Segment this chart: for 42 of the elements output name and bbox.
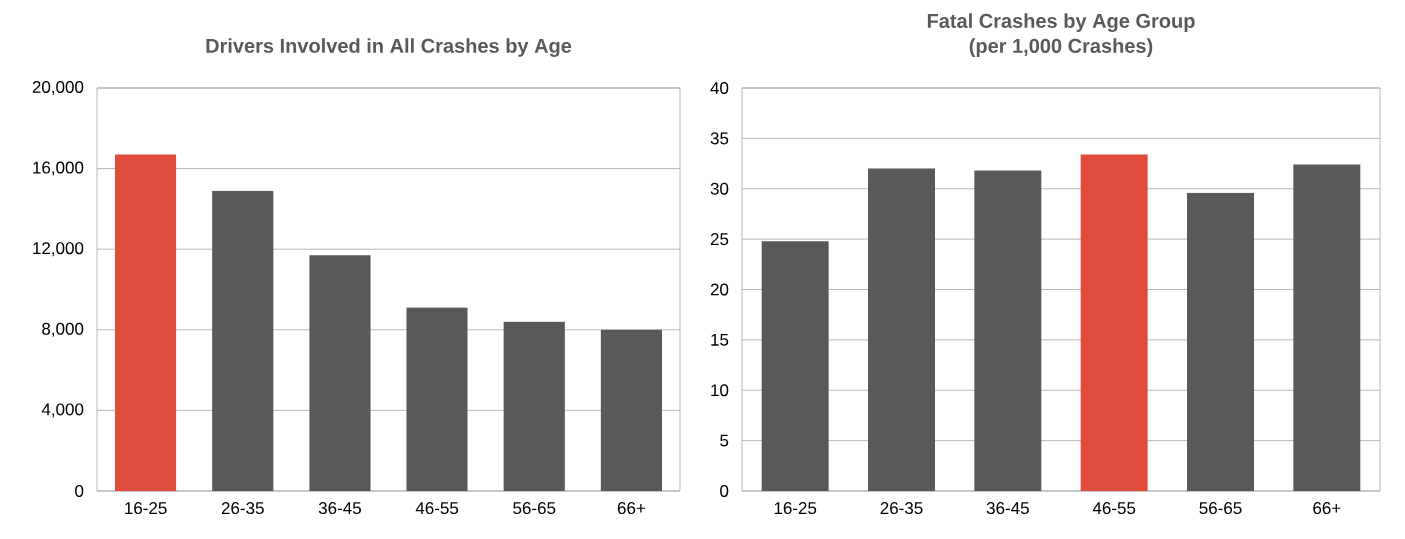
chart-subtitle: (per 1,000 Crashes) [969, 38, 1153, 57]
y-tick-label: 0 [75, 484, 84, 497]
x-tick-label: 36-45 [318, 502, 361, 515]
bar [212, 190, 274, 491]
x-tick-label: 16-25 [774, 502, 817, 515]
bar [761, 241, 829, 491]
y-tick-label: 15 [711, 333, 729, 346]
bar [1293, 164, 1361, 491]
bar [114, 154, 177, 491]
x-tick-label: 26-35 [880, 502, 923, 515]
x-tick-label: 36-45 [986, 502, 1029, 515]
bar [868, 168, 935, 491]
y-tick-label: 40 [710, 81, 729, 95]
x-tick-label: 46-55 [1092, 502, 1136, 515]
x-tick-label: 46-55 [415, 502, 459, 515]
x-tick-label: 26-35 [221, 502, 264, 515]
y-tick-label: 20,000 [32, 80, 84, 95]
y-tick-label: 30 [710, 182, 729, 195]
y-tick-label: 16,000 [33, 161, 84, 176]
x-tick-label: 16-25 [125, 502, 167, 515]
y-tick-label: 5 [720, 434, 729, 447]
x-tick-label: 56-65 [513, 502, 556, 515]
y-tick-label: 12,000 [33, 242, 84, 257]
y-tick-label: 25 [710, 233, 729, 246]
chart-title: Fatal Crashes by Age Group [927, 13, 1195, 33]
bar [406, 307, 468, 491]
y-tick-label: 4,000 [41, 403, 84, 418]
y-tick-label: 8,000 [42, 322, 84, 337]
y-tick-label: 0 [720, 484, 729, 497]
bar [1080, 154, 1148, 491]
chart-title: Drivers Involved in All Crashes by Age [206, 38, 572, 57]
bar [503, 321, 565, 491]
y-tick-label: 10 [711, 384, 729, 397]
x-tick-label: 66+ [617, 502, 645, 515]
bar [974, 170, 1042, 491]
y-tick-label: 20 [710, 283, 729, 296]
x-tick-label: 66+ [1313, 502, 1341, 515]
y-tick-label: 35 [710, 132, 729, 145]
x-tick-label: 56-65 [1199, 502, 1242, 515]
bar [1187, 192, 1254, 491]
bar [309, 255, 371, 491]
bar [600, 329, 663, 491]
